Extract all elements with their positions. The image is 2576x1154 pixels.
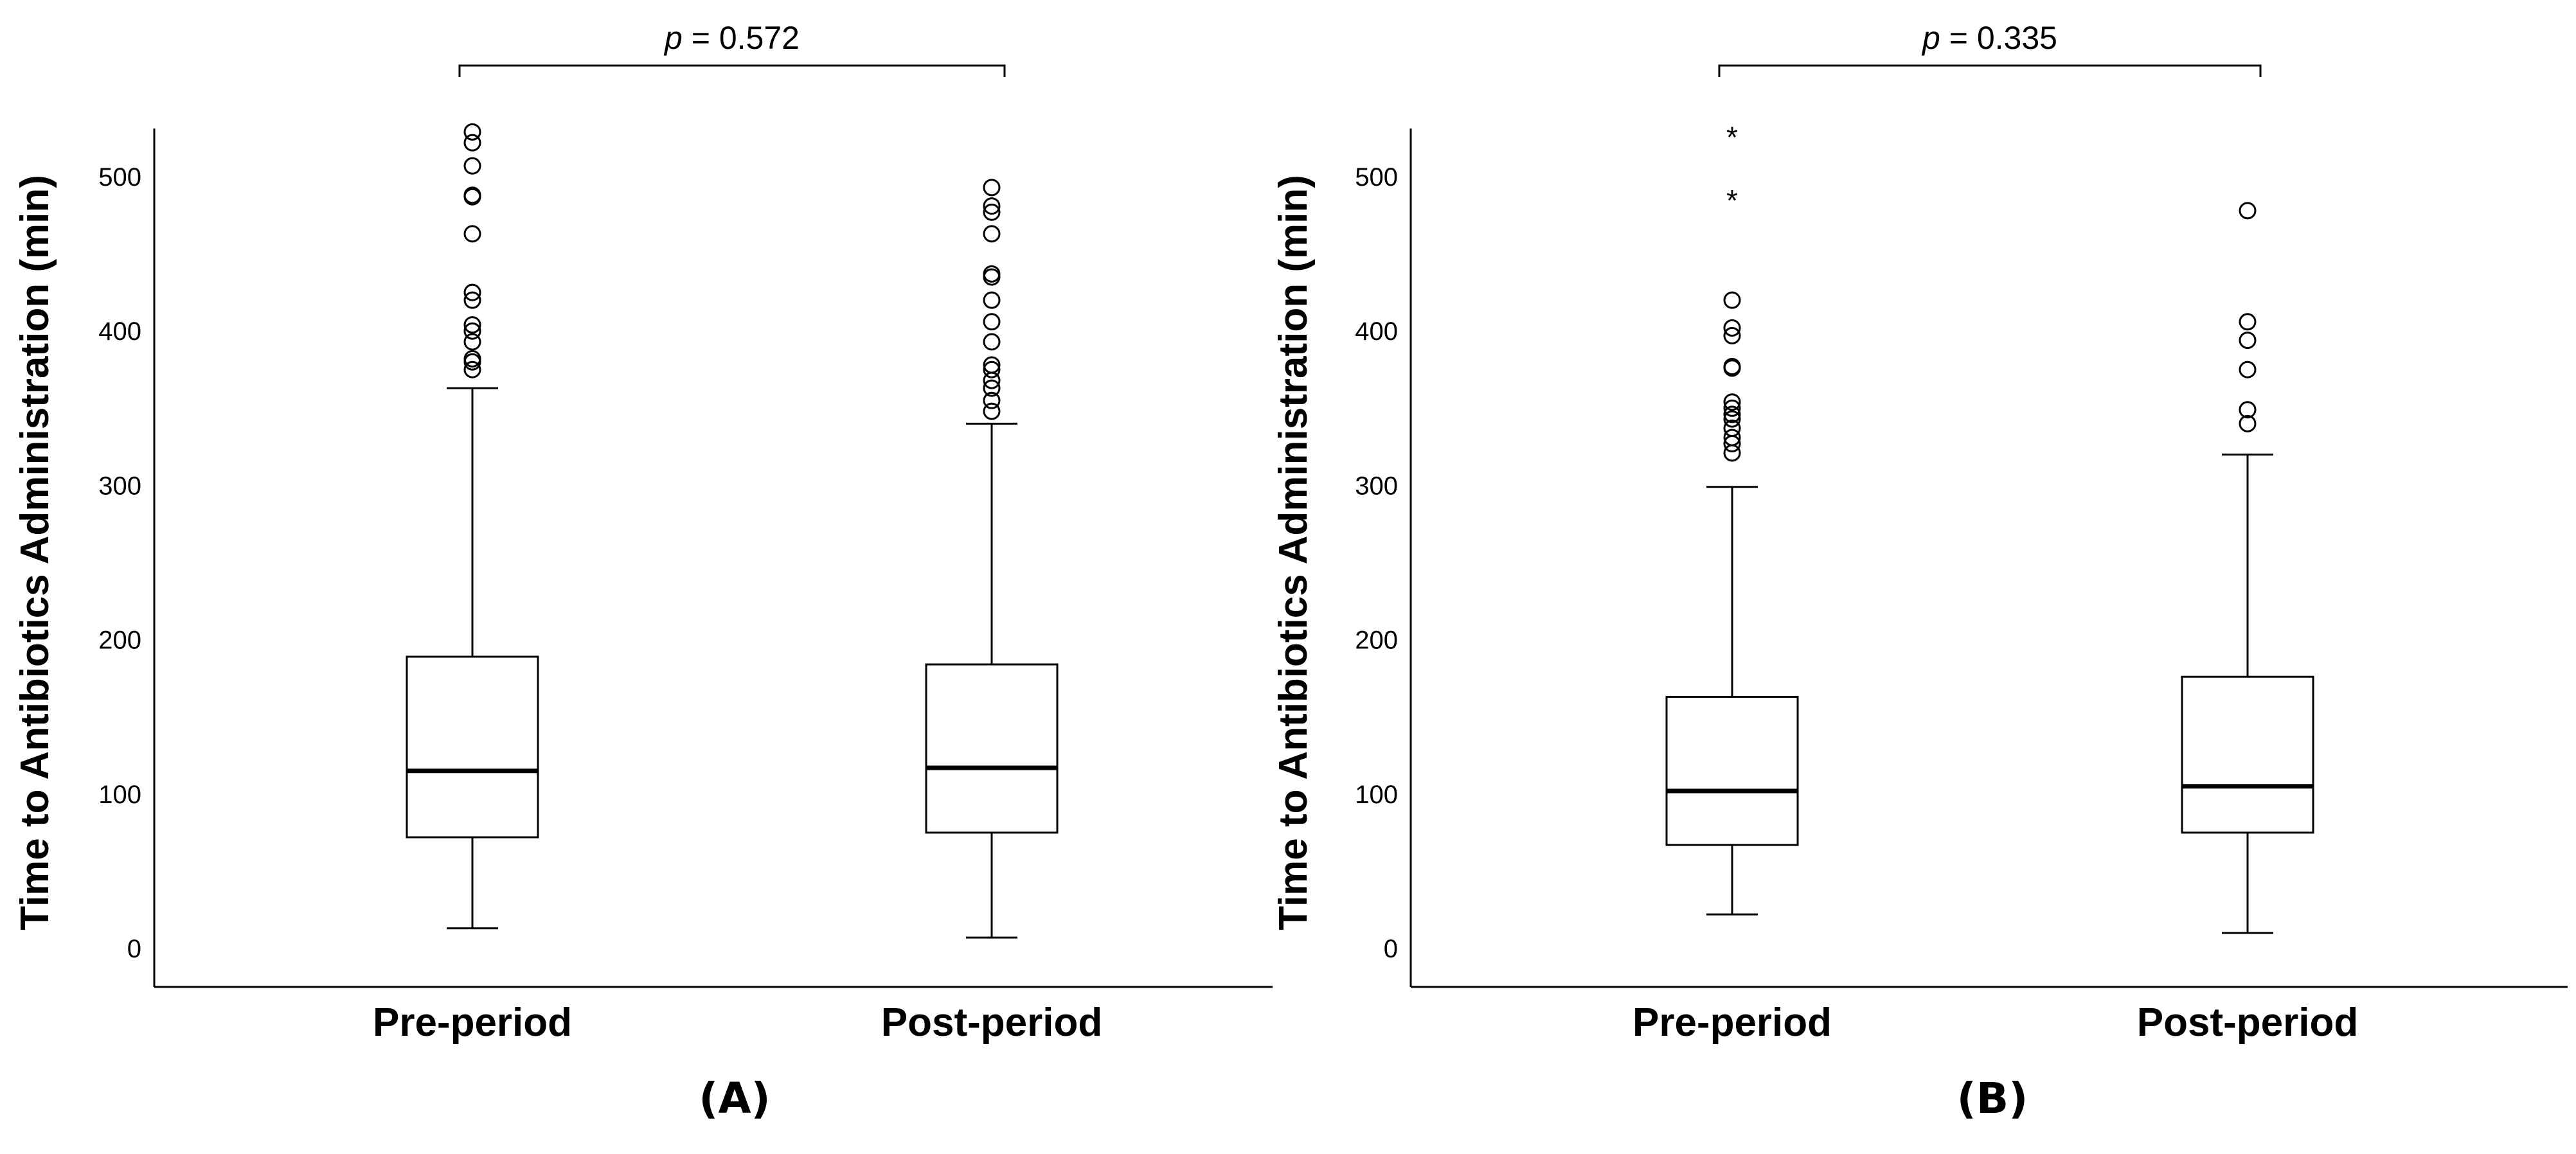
outlier-point <box>983 313 1001 331</box>
outlier-point <box>463 283 481 301</box>
outlier-point <box>983 225 1001 243</box>
outlier-point <box>983 360 1001 378</box>
x-category-label: Post-period <box>881 1000 1102 1045</box>
outlier-point <box>2239 360 2257 378</box>
y-axis-title: Time to Antibiotics Administration (min) <box>13 175 57 930</box>
outlier-point <box>463 225 481 243</box>
y-tick-label: 300 <box>1355 472 1398 500</box>
p-value-symbol: p <box>1921 20 1940 56</box>
outlier-point <box>2239 414 2257 432</box>
outlier-point <box>1723 429 1741 447</box>
box-group-pre-period: ** <box>1665 121 1799 916</box>
p-value-number: = 0.572 <box>683 20 800 56</box>
y-tick-label: 200 <box>98 626 141 655</box>
outlier-point <box>983 391 1001 409</box>
outlier-point <box>983 379 1001 397</box>
outlier-point <box>463 322 481 340</box>
outlier-point <box>1723 420 1741 438</box>
outlier-point <box>463 360 481 378</box>
iqr-box <box>1665 695 1799 846</box>
outlier-point <box>1723 291 1741 309</box>
outlier-point <box>2239 202 2257 220</box>
significance-bracket <box>1718 64 2262 77</box>
box-group-post-period <box>925 179 1059 939</box>
panel-b: 0 100 200 300 400 500 Time to Antibiotics Admi… <box>1271 20 2568 1123</box>
outlier-point <box>463 123 481 141</box>
y-tick-label: 500 <box>98 163 141 191</box>
iqr-box <box>2181 675 2314 834</box>
box-group-pre-period <box>406 123 539 930</box>
outlier-point <box>1723 393 1741 411</box>
outlier-point <box>463 157 481 175</box>
y-tick-label: 400 <box>98 317 141 346</box>
p-value-label: p = 0.335 <box>1921 20 2057 56</box>
outlier-point <box>983 179 1001 197</box>
panel-label: (B) <box>1957 1074 2028 1123</box>
x-category-label: Pre-period <box>1632 1000 1832 1045</box>
y-tick-label: 0 <box>1384 935 1398 963</box>
outlier-point <box>983 197 1001 215</box>
outlier-point <box>983 333 1001 351</box>
outlier-point <box>463 291 481 309</box>
outlier-point <box>463 316 481 334</box>
outlier-point <box>983 265 1001 283</box>
box-group-post-period <box>2181 202 2314 934</box>
outlier-point <box>1723 326 1741 344</box>
y-tick-label: 0 <box>127 935 141 963</box>
p-value-symbol: p <box>663 20 683 56</box>
outlier-point <box>2239 313 2257 331</box>
outlier-point <box>2239 332 2257 350</box>
y-axis-title: Time to Antibiotics Administration (min) <box>1271 175 1316 930</box>
x-category-label: Post-period <box>2137 1000 2358 1045</box>
outlier-point <box>1723 444 1741 462</box>
panel-label: (A) <box>699 1074 770 1123</box>
significance-bracket <box>458 64 1006 77</box>
extreme-point: * <box>1726 184 1738 217</box>
extreme-point: * <box>1726 121 1738 154</box>
y-tick-label: 200 <box>1355 626 1398 655</box>
outlier-point <box>1723 319 1741 337</box>
panel-a: 0 100 200 300 400 500 Time to Antibiotics Admi… <box>13 20 1273 1123</box>
y-tick-label: 100 <box>98 781 141 809</box>
outlier-point <box>463 333 481 351</box>
outlier-point <box>1723 410 1741 428</box>
outlier-point <box>983 291 1001 309</box>
outlier-point <box>463 350 481 368</box>
outlier-point <box>2239 401 2257 419</box>
y-tick-label: 300 <box>98 472 141 500</box>
outlier-point <box>463 186 481 204</box>
outlier-point <box>983 402 1001 420</box>
y-tick-label: 100 <box>1355 781 1398 809</box>
iqr-box <box>925 663 1059 834</box>
p-value-label: p = 0.572 <box>663 20 800 56</box>
outlier-point <box>1723 399 1741 417</box>
p-value-number: = 0.335 <box>1940 20 2057 56</box>
x-category-label: Pre-period <box>373 1000 572 1045</box>
iqr-box <box>406 655 539 839</box>
y-tick-label: 500 <box>1355 163 1398 191</box>
outlier-point <box>463 134 481 152</box>
outlier-point <box>1723 405 1741 423</box>
outlier-point <box>983 356 1001 374</box>
outlier-point <box>1723 357 1741 375</box>
outlier-point <box>983 203 1001 221</box>
y-tick-label: 400 <box>1355 317 1398 346</box>
